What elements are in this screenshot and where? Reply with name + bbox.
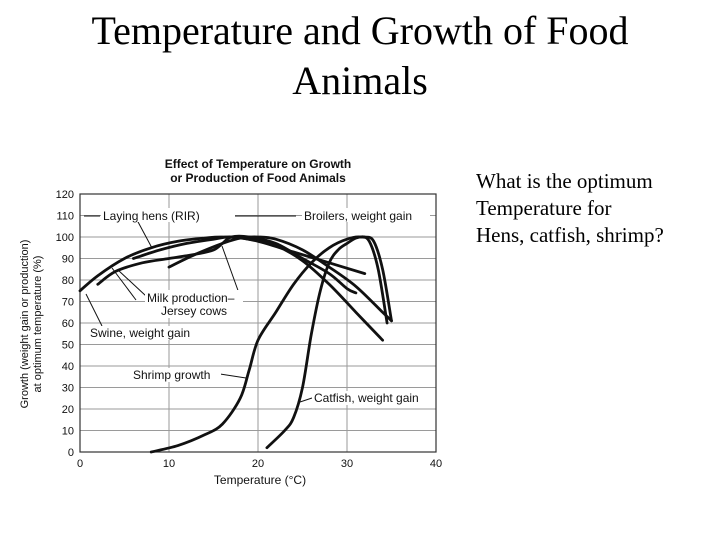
y-tick-label: 100: [56, 232, 74, 244]
x-tick-label: 20: [252, 458, 264, 470]
slide-title-line-2: Animals: [292, 58, 428, 103]
question-line-2: Temperature for: [476, 196, 612, 220]
annotation-laying-hens: Laying hens (RIR): [103, 209, 200, 223]
chart-annotations: Laying hens (RIR) Broilers, weight gain …: [84, 208, 434, 405]
series-line-catfish-weight-gain: [265, 235, 393, 450]
y-axis-label-line-1: Growth (weight gain or production): [19, 240, 31, 409]
chart-title-line-2: or Production of Food Animals: [170, 171, 346, 185]
x-axis-label: Temperature (°C): [214, 473, 306, 487]
y-tick-label: 110: [56, 211, 74, 223]
x-tick-label: 40: [430, 458, 442, 470]
leader-milk-3: [111, 267, 137, 301]
annotation-catfish: Catfish, weight gain: [314, 391, 419, 405]
leader-shrimp: [219, 373, 247, 379]
slide-title: Temperature and Growth of Food Animals: [0, 6, 720, 106]
y-tick-label: 50: [62, 340, 74, 352]
y-tick-label: 10: [62, 426, 74, 438]
chart-series: [78, 234, 393, 454]
y-tick-label: 70: [62, 297, 74, 309]
label-bg-catfish: [312, 391, 434, 405]
x-tick-label: 10: [163, 458, 175, 470]
question-line-3: Hens, catfish, shrimp?: [476, 223, 664, 247]
annotation-jersey-cows: Jersey cows: [161, 304, 227, 318]
chart-title-line-1: Effect of Temperature on Growth: [165, 157, 351, 171]
series-line-swine-weight-gain: [78, 235, 384, 342]
series-line-broilers-weight-gain: [167, 235, 393, 323]
annotation-broilers: Broilers, weight gain: [304, 209, 412, 223]
x-tick-label: 0: [77, 458, 83, 470]
y-tick-label: 40: [62, 361, 74, 373]
label-bg-swine: [88, 326, 206, 340]
y-tick-label: 80: [62, 275, 74, 287]
question-line-1: What is the optimum: [476, 169, 653, 193]
x-tick-label: 30: [341, 458, 353, 470]
y-axis-label-line-2: at optimum temperature (%): [32, 256, 44, 393]
y-tick-label: 0: [68, 447, 74, 459]
y-tick-label: 20: [62, 404, 74, 416]
label-bg-broilers: [302, 208, 430, 222]
annotation-milk-production: Milk production–: [147, 291, 235, 305]
plot-frame: [79, 193, 437, 453]
leader-catfish: [299, 397, 313, 403]
leader-laying-hens-curve: [136, 219, 153, 249]
label-bg-shrimp: [131, 368, 221, 382]
y-tick-label: 90: [62, 254, 74, 266]
annotation-shrimp: Shrimp growth: [133, 368, 210, 382]
label-bg-milk: [145, 290, 243, 318]
y-tick-label: 60: [62, 318, 74, 330]
annotation-swine: Swine, weight gain: [90, 326, 190, 340]
y-tick-label: 30: [62, 383, 74, 395]
question-text: What is the optimum Temperature for Hens…: [476, 168, 716, 249]
leader-milk-1: [221, 245, 241, 297]
chart-axes: 0 10 20 30 40 50 60 70 80 90 100 110 120 0 10 20 30 40: [56, 189, 442, 470]
slide-title-line-1: Temperature and Growth of Food: [91, 8, 629, 53]
y-tick-label: 120: [56, 189, 74, 201]
series-line-milk-production-jersey-cows: [96, 234, 358, 295]
temperature-growth-chart: 0 10 20 30 40 50 60 70 80 90 100 110 120 0 10 20 30 40 La…: [0, 150, 460, 500]
leader-swine: [85, 293, 103, 327]
label-bg-laying-hens: [101, 208, 235, 222]
leader-milk-2: [117, 269, 147, 297]
